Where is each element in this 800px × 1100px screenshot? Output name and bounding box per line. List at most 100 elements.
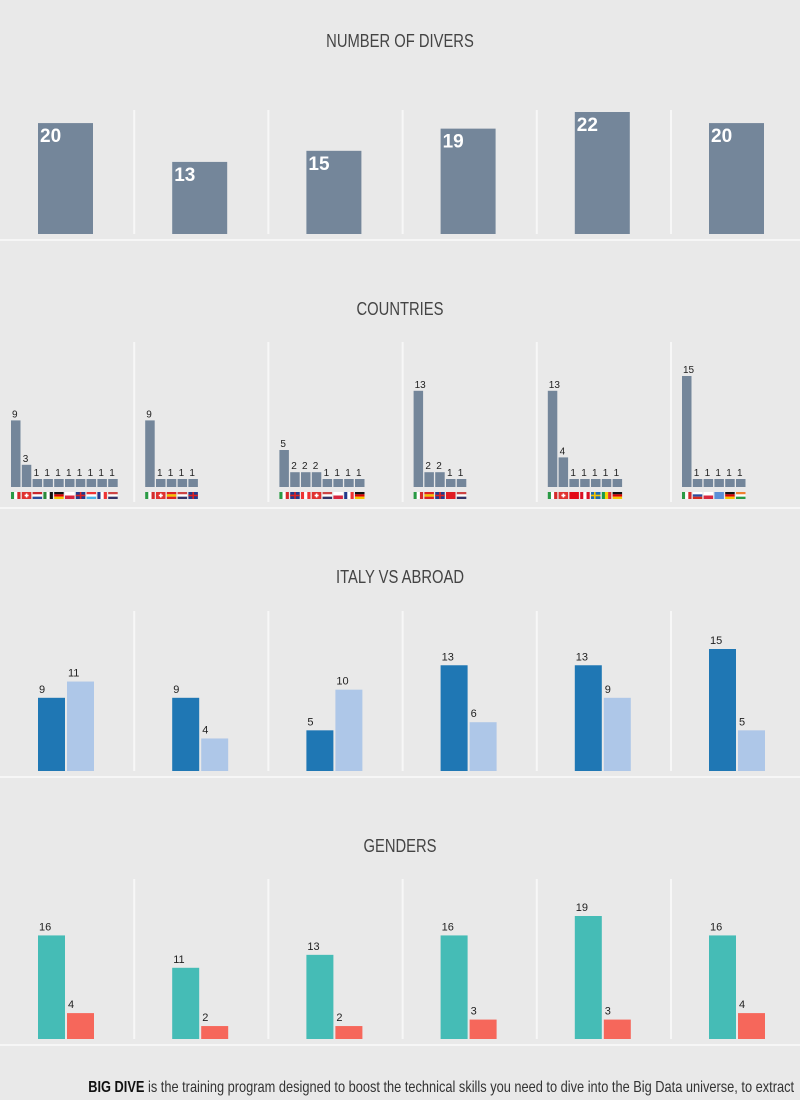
divers-bar-label: 20 bbox=[40, 126, 61, 147]
country-bar bbox=[456, 479, 467, 487]
country-bar-label: 1 bbox=[189, 468, 195, 479]
country-bar bbox=[301, 472, 311, 487]
divers-bar-label: 15 bbox=[308, 154, 330, 175]
country-bar bbox=[11, 420, 21, 487]
bar-value-label: 9 bbox=[173, 684, 179, 696]
country-bar-label: 1 bbox=[168, 468, 174, 479]
divers-bar-label: 20 bbox=[711, 126, 732, 147]
flag-icon-switzerland bbox=[21, 492, 32, 499]
country-bar-label: 2 bbox=[291, 461, 297, 472]
country-bar bbox=[322, 479, 333, 487]
country-bar bbox=[54, 479, 64, 487]
divider bbox=[0, 507, 800, 509]
country-bar-label: 1 bbox=[737, 468, 743, 479]
country-bar bbox=[97, 479, 107, 487]
bar-value-label: 5 bbox=[739, 716, 745, 728]
footer-description: BIG DIVE is the training program designe… bbox=[0, 1079, 800, 1097]
country-bar bbox=[736, 479, 746, 487]
country-bar bbox=[311, 472, 322, 487]
series-a-bar bbox=[574, 916, 602, 1039]
country-bar-label: 1 bbox=[157, 468, 163, 479]
flag-icon-spain bbox=[424, 492, 434, 499]
series-b-bar bbox=[335, 689, 363, 771]
flag-icon-greece bbox=[714, 492, 724, 499]
flag-icon-usa bbox=[108, 492, 118, 499]
chart-title-divers: NUMBER OF DIVERS bbox=[326, 31, 474, 51]
flag-icon-germany bbox=[54, 492, 64, 499]
country-bar-label: 1 bbox=[570, 468, 576, 479]
chart-title-italy-abroad: ITALY VS ABROAD bbox=[336, 567, 464, 587]
country-bar-label: 1 bbox=[458, 468, 464, 479]
bar-value-label: 15 bbox=[710, 635, 722, 647]
series-b-bar bbox=[603, 697, 631, 771]
flag-icon-usa bbox=[177, 492, 188, 499]
column-separator bbox=[670, 110, 672, 234]
column-separator bbox=[267, 611, 270, 771]
country-bar-label: 2 bbox=[313, 461, 319, 472]
series-a-bar bbox=[172, 697, 200, 771]
bar-value-label: 13 bbox=[442, 651, 454, 663]
country-bar bbox=[558, 457, 569, 487]
chart-title-genders: GENDERS bbox=[363, 836, 437, 856]
bar-value-label: 11 bbox=[173, 954, 184, 966]
country-bar bbox=[725, 479, 735, 487]
flag-icon-italy bbox=[682, 492, 692, 499]
country-bar-label: 1 bbox=[345, 468, 351, 479]
bar-value-label: 5 bbox=[307, 716, 313, 728]
country-bar bbox=[547, 390, 558, 487]
column-separator bbox=[133, 879, 136, 1039]
country-bar bbox=[177, 479, 188, 487]
bar-value-label: 3 bbox=[605, 1006, 611, 1018]
country-bar bbox=[580, 479, 590, 487]
country-bar-label: 1 bbox=[603, 468, 609, 479]
flag-icon-germany bbox=[355, 492, 365, 499]
country-bar-label: 1 bbox=[77, 468, 83, 479]
country-bar-label: 5 bbox=[280, 439, 286, 450]
country-bar-label: 13 bbox=[549, 380, 561, 391]
country-bar-label: 1 bbox=[66, 468, 72, 479]
country-bar-label: 1 bbox=[324, 468, 330, 479]
bar-value-label: 3 bbox=[471, 1006, 477, 1018]
country-bar bbox=[333, 479, 343, 487]
country-bar-label: 1 bbox=[109, 468, 115, 479]
country-bar bbox=[108, 479, 118, 487]
country-bar-label: 1 bbox=[581, 468, 587, 479]
series-b-bar bbox=[603, 1019, 631, 1039]
country-bar-label: 1 bbox=[592, 468, 598, 479]
country-bar bbox=[279, 450, 289, 487]
series-b-bar bbox=[738, 1013, 765, 1039]
column-separator bbox=[267, 879, 270, 1039]
country-bar-label: 1 bbox=[98, 468, 104, 479]
country-bar-label: 9 bbox=[12, 409, 18, 420]
flag-icon-italy bbox=[145, 492, 155, 499]
country-bar-label: 13 bbox=[415, 380, 427, 391]
column-separator bbox=[267, 110, 270, 234]
flag-icon-poland bbox=[65, 492, 75, 499]
country-bar bbox=[612, 479, 623, 487]
flag-icon-peru bbox=[580, 492, 590, 499]
bar-value-label: 6 bbox=[471, 708, 477, 720]
country-bar bbox=[424, 472, 434, 487]
flag-icon-usa bbox=[322, 492, 333, 499]
flag-icon-uk bbox=[75, 492, 86, 499]
country-bar bbox=[344, 479, 354, 487]
country-bar bbox=[591, 479, 601, 487]
flag-icon-vietnam bbox=[446, 492, 456, 499]
country-bar-label: 1 bbox=[447, 468, 453, 479]
flag-icon-italy bbox=[413, 492, 424, 499]
flag-icon-germany bbox=[612, 492, 623, 499]
country-bar-label: 1 bbox=[715, 468, 721, 479]
bar-value-label: 19 bbox=[576, 902, 588, 914]
country-bar bbox=[692, 479, 703, 487]
flag-icon-india bbox=[736, 492, 746, 499]
country-bar bbox=[601, 479, 612, 487]
country-bar-label: 2 bbox=[425, 461, 431, 472]
country-bar bbox=[166, 479, 177, 487]
series-a-bar bbox=[440, 665, 468, 771]
chart-title-countries: COUNTRIES bbox=[356, 299, 444, 319]
country-bar bbox=[145, 420, 155, 487]
column-separator bbox=[535, 879, 538, 1039]
divers-bar-label: 22 bbox=[577, 115, 598, 136]
bar-value-label: 16 bbox=[39, 921, 51, 933]
divider bbox=[0, 1044, 800, 1046]
